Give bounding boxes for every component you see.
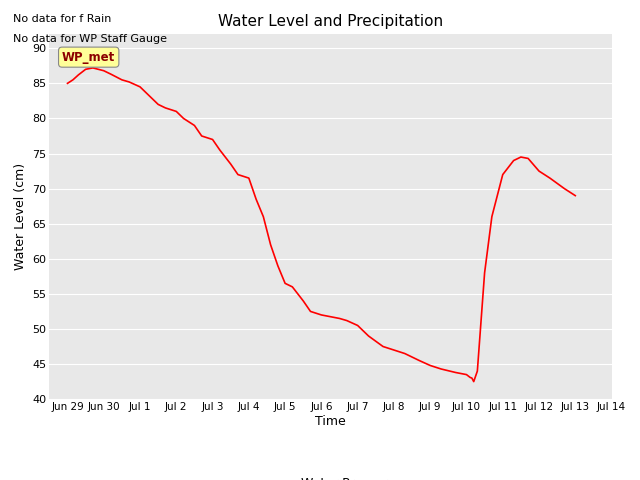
Text: No data for f Rain: No data for f Rain [13,14,111,24]
Text: WP_met: WP_met [62,51,115,64]
Y-axis label: Water Level (cm): Water Level (cm) [14,163,27,270]
Text: No data for WP Staff Gauge: No data for WP Staff Gauge [13,34,167,44]
Legend: Water Pressure: Water Pressure [260,472,400,480]
Title: Water Level and Precipitation: Water Level and Precipitation [218,14,443,29]
X-axis label: Time: Time [315,415,346,428]
